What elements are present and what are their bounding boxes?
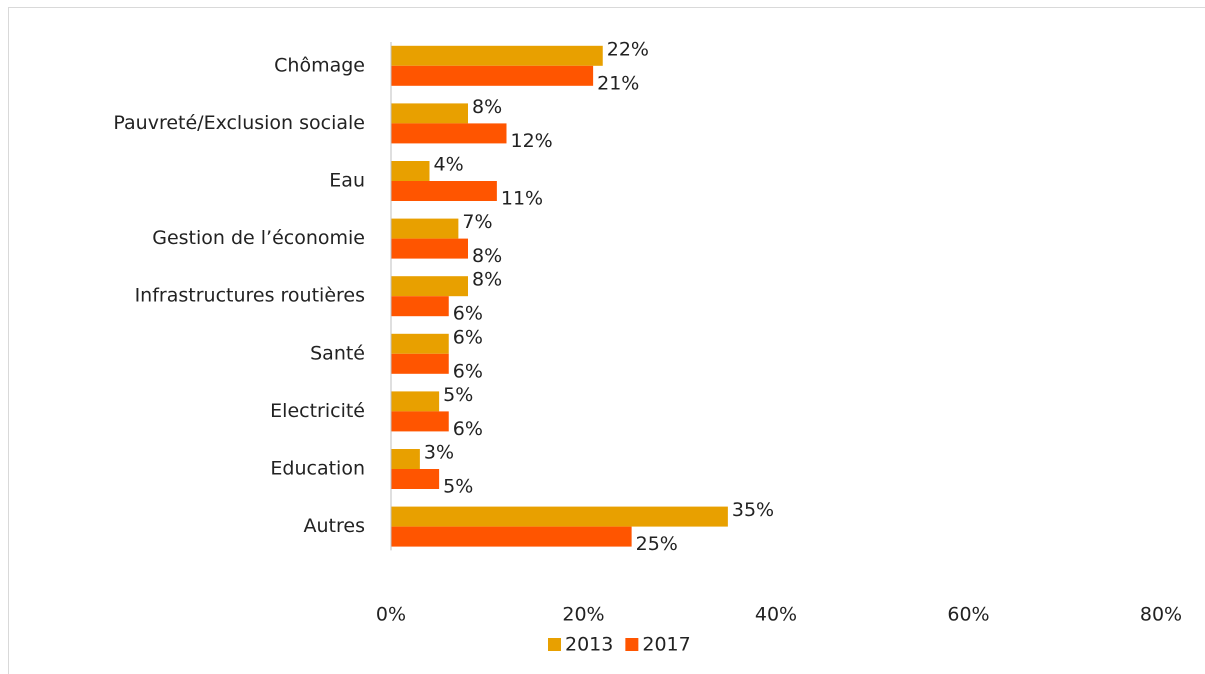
legend-label: 2013 — [565, 634, 613, 656]
y-tick-label: Infrastructures routières — [135, 285, 365, 307]
y-tick-label: Education — [270, 458, 365, 480]
x-tick-label: 80% — [1140, 604, 1182, 626]
bar — [391, 123, 507, 144]
value-label: 21% — [597, 72, 639, 94]
value-label: 8% — [472, 245, 502, 267]
value-label: 7% — [462, 211, 492, 233]
bar — [391, 65, 594, 86]
bar — [391, 411, 449, 432]
value-label: 4% — [434, 154, 464, 176]
value-label: 11% — [501, 188, 543, 210]
bar — [391, 103, 468, 124]
bar — [391, 296, 449, 317]
y-tick-label: Pauvreté/Exclusion sociale — [113, 112, 365, 134]
bar — [391, 333, 449, 354]
legend-swatch — [548, 638, 561, 651]
legend-label: 2017 — [642, 634, 690, 656]
value-label: 12% — [511, 130, 553, 152]
x-tick-label: 40% — [755, 604, 797, 626]
bar — [391, 526, 632, 547]
bar — [391, 391, 440, 412]
bar — [391, 469, 440, 489]
value-label: 6% — [453, 360, 483, 382]
legend-swatch — [625, 638, 639, 651]
y-tick-label: Autres — [304, 515, 365, 537]
bar — [391, 45, 603, 66]
value-label: 3% — [424, 442, 454, 464]
bar — [391, 276, 468, 297]
value-label: 6% — [453, 326, 483, 348]
bar — [391, 181, 497, 201]
y-tick-label: Gestion de l’économie — [152, 227, 365, 249]
y-tick-label: Electricité — [270, 400, 365, 422]
y-tick-label: Eau — [329, 170, 365, 192]
x-tick-label: 0% — [376, 604, 406, 626]
bar — [391, 218, 459, 239]
bar — [391, 238, 468, 259]
frame — [8, 7, 1205, 674]
bar — [391, 506, 728, 527]
x-tick-label: 60% — [947, 604, 989, 626]
value-label: 25% — [636, 533, 678, 555]
bar — [391, 161, 430, 181]
value-label: 35% — [732, 499, 774, 521]
value-label: 6% — [453, 303, 483, 325]
x-tick-label: 20% — [562, 604, 604, 626]
bar — [391, 353, 449, 374]
value-label: 22% — [607, 38, 649, 60]
value-label: 8% — [472, 96, 502, 118]
value-label: 6% — [453, 418, 483, 440]
value-label: 5% — [443, 476, 473, 498]
bar — [391, 449, 420, 469]
value-label: 5% — [443, 384, 473, 406]
y-tick-label: Santé — [310, 342, 365, 364]
y-tick-label: Chômage — [274, 54, 365, 76]
value-label: 8% — [472, 269, 502, 291]
